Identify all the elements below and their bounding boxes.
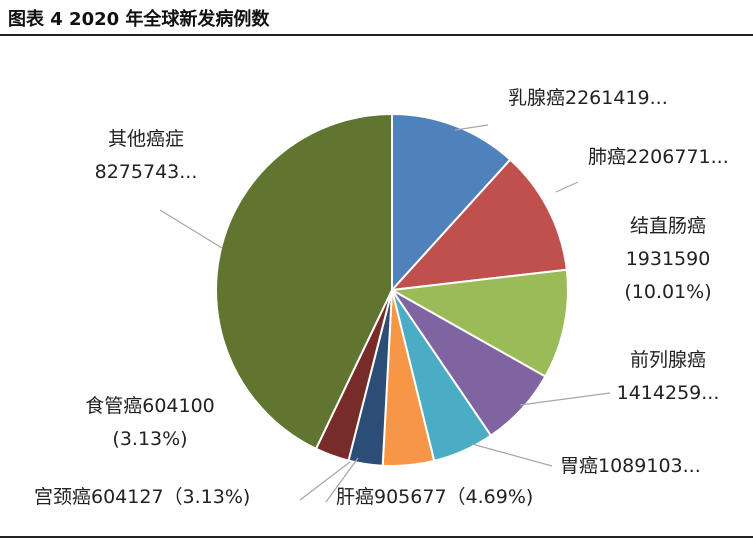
slice-label-0: 乳腺癌2261419... xyxy=(508,87,668,109)
slice-label-line: (3.13%) xyxy=(112,428,187,450)
leader-line-6 xyxy=(299,461,351,501)
slice-label-line: 1414259... xyxy=(617,382,720,404)
slice-label-line: 乳腺癌2261419... xyxy=(508,87,668,109)
slice-label-line: 结直肠癌 xyxy=(630,215,706,237)
slice-label-2: 结直肠癌 1931590 (10.01%) xyxy=(624,215,711,303)
pie-slice-8 xyxy=(215,112,393,451)
leader-line-0 xyxy=(454,124,489,131)
leader-line-5 xyxy=(325,457,359,503)
slice-label-line: 宫颈癌604127（3.13%) xyxy=(34,486,250,508)
bottom-rule xyxy=(0,536,753,538)
slice-label-8: 其他癌症 8275743... xyxy=(95,128,198,183)
leader-line-8 xyxy=(159,209,223,249)
slice-label-6: 宫颈癌604127（3.13%) xyxy=(34,486,250,508)
slice-label-4: 胃癌1089103... xyxy=(560,455,701,477)
slice-label-line: 胃癌1089103... xyxy=(560,455,701,477)
leader-line-3 xyxy=(519,392,611,406)
slice-label-line: 食管癌604100 xyxy=(85,395,215,417)
leader-line-4 xyxy=(471,443,553,467)
slice-label-1: 肺癌2206771... xyxy=(588,146,729,168)
slice-label-line: 肝癌905677（4.69%) xyxy=(336,486,533,508)
slice-label-line: 前列腺癌 xyxy=(630,349,706,371)
leader-line-1 xyxy=(555,181,579,193)
title-bar: 图表 4 2020 年全球新发病例数 xyxy=(0,0,753,36)
page-title: 图表 4 2020 年全球新发病例数 xyxy=(8,9,270,30)
pie-slice-2 xyxy=(388,268,569,378)
slice-label-line: 肺癌2206771... xyxy=(588,146,729,168)
slice-label-5: 肝癌905677（4.69%) xyxy=(336,486,533,508)
slice-label-7: 食管癌604100 (3.13%) xyxy=(85,395,215,450)
slice-label-3: 前列腺癌 1414259... xyxy=(617,349,720,404)
slice-label-line: 1931590 xyxy=(626,248,711,270)
slice-label-line: 8275743... xyxy=(95,161,198,183)
pie-slice-1 xyxy=(389,158,568,292)
pie-slice-0 xyxy=(391,112,512,293)
slice-label-line: (10.01%) xyxy=(624,281,711,303)
slice-label-line: 其他癌症 xyxy=(108,128,184,150)
